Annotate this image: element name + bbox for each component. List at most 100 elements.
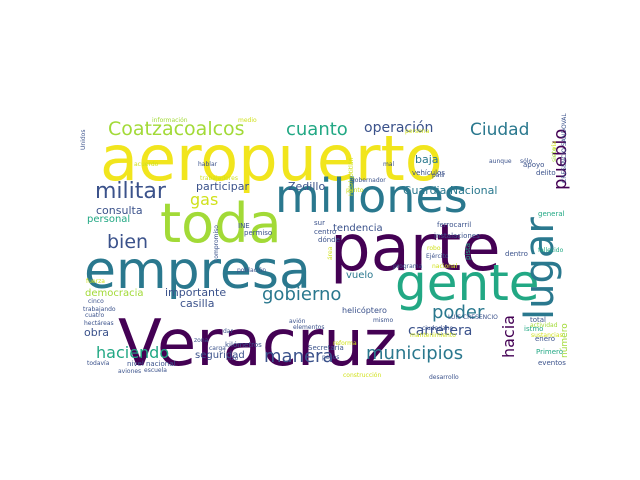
cloud-word: municipios: [366, 343, 463, 364]
cloud-word: desarrollo: [429, 374, 459, 381]
cloud-word: información: [152, 117, 188, 124]
cloud-word: pista: [464, 243, 472, 260]
cloud-word: país: [432, 172, 444, 179]
cloud-word: robo: [427, 245, 441, 252]
cloud-word: instalaciones: [434, 232, 480, 240]
cloud-word: población: [237, 267, 266, 274]
cloud-word: pueblo: [550, 129, 571, 190]
cloud-word: militar: [95, 179, 167, 204]
cloud-word: sustancias: [531, 332, 563, 339]
cloud-word: millones: [275, 169, 468, 223]
cloud-word: enero: [535, 335, 555, 343]
cloud-word: democracia: [85, 288, 144, 299]
cloud-word: vehículos: [412, 169, 445, 177]
cloud-word: kilómetros: [225, 341, 262, 349]
cloud-word: Secretaría: [308, 344, 344, 352]
cloud-word: aviones: [118, 368, 141, 375]
cloud-word: persona: [405, 128, 430, 135]
cloud-word: personal: [87, 214, 130, 225]
cloud-word: cuanto: [286, 119, 348, 140]
cloud-word: casilla: [180, 297, 214, 310]
cloud-word: delito: [536, 169, 556, 177]
cloud-word: gobierno: [262, 284, 341, 305]
cloud-word: cinco: [88, 298, 104, 305]
cloud-word: pesos: [322, 354, 339, 361]
cloud-word: aunque: [489, 158, 512, 165]
cloud-word: dentro: [505, 250, 528, 258]
cloud-word: nivel nacional: [127, 360, 176, 368]
cloud-word: eventos: [538, 359, 566, 367]
cloud-word: permiso: [244, 229, 272, 237]
cloud-word: número: [560, 323, 570, 358]
cloud-word: mal: [383, 161, 395, 168]
cloud-word: centro: [314, 228, 336, 236]
cloud-word: nacional: [432, 263, 458, 270]
cloud-word: gente: [395, 254, 540, 312]
cloud-word: sólo: [520, 158, 532, 165]
cloud-word: general: [538, 210, 565, 218]
cloud-word: mismo: [373, 317, 393, 324]
cloud-word: importante: [165, 286, 226, 299]
cloud-word: LUIS CRESENCIO: [448, 314, 498, 321]
cloud-word: programa: [393, 263, 423, 270]
cloud-word: hacia: [499, 315, 518, 358]
cloud-word: baja: [415, 153, 439, 166]
cloud-word: dar: [223, 328, 233, 335]
cloud-word: Zedillo: [288, 180, 325, 193]
cloud-word: hablar: [198, 161, 218, 168]
cloud-word: hectáreas: [84, 320, 114, 327]
cloud-word: toda: [160, 192, 282, 255]
cloud-word: bien: [107, 231, 148, 253]
cloud-word: área: [327, 246, 334, 260]
cloud-word: Primero: [536, 348, 563, 356]
cloud-word: total: [530, 316, 546, 324]
cloud-word: escuela: [144, 367, 167, 374]
cloud-word: seguridad: [195, 350, 245, 361]
cloud-word: hizo: [226, 355, 239, 362]
cloud-word: dónde: [318, 236, 340, 244]
cloud-word: parte: [330, 212, 501, 286]
cloud-word: CRESENCIO SANDOVAL: [561, 113, 568, 183]
cloud-word: trabajando: [83, 306, 116, 313]
cloud-word: elementos: [293, 324, 325, 331]
cloud-word: compromiso: [213, 225, 220, 262]
cloud-word: obra: [84, 326, 109, 339]
cloud-word: poder: [432, 302, 485, 323]
cloud-word: trabajadores: [200, 175, 238, 182]
cloud-word: zona: [194, 337, 209, 344]
cloud-word: construcción: [343, 372, 381, 379]
cloud-word: actividad: [530, 322, 558, 329]
cloud-word: carretera: [408, 323, 472, 339]
cloud-word: sur: [314, 219, 325, 227]
cloud-word: haciendo: [96, 343, 169, 362]
cloud-word: punto: [346, 187, 364, 194]
cloud-word: Veracruz: [118, 307, 397, 381]
cloud-word: mantenimiento: [410, 332, 456, 339]
cloud-word: consulta: [96, 204, 143, 217]
cloud-word: istmo: [524, 325, 543, 333]
cloud-word: acuerdo: [134, 161, 159, 168]
cloud-word: vuelo: [346, 270, 373, 281]
cloud-word: INE: [238, 222, 250, 230]
cloud-word: operación: [364, 120, 433, 136]
cloud-word: apoyo: [523, 161, 544, 169]
cloud-word: carga: [209, 345, 226, 352]
cloud-word: tendencia: [333, 223, 383, 234]
cloud-word: siete: [551, 147, 558, 162]
cloud-word: ferrocarril: [437, 221, 471, 229]
cloud-word: lugar: [517, 217, 563, 320]
cloud-word: fuerza: [86, 278, 105, 285]
cloud-word: cuatro: [85, 312, 104, 319]
cloud-word: Ejército: [426, 253, 449, 260]
cloud-word: todavía: [87, 360, 110, 367]
cloud-word: gobernador: [351, 177, 386, 184]
cloud-word: Guardia Nacional: [403, 184, 497, 197]
cloud-word: aeropuerto: [100, 122, 443, 195]
cloud-word: medio: [238, 117, 257, 124]
cloud-word: Hidalgotitlán: [348, 157, 355, 196]
cloud-word: Unidos: [80, 130, 87, 150]
cloud-word: Coatzacoalcos: [108, 118, 245, 140]
cloud-word: ciudadano: [422, 325, 454, 332]
cloud-word: participar: [196, 180, 249, 193]
cloud-word: manera: [264, 346, 333, 367]
